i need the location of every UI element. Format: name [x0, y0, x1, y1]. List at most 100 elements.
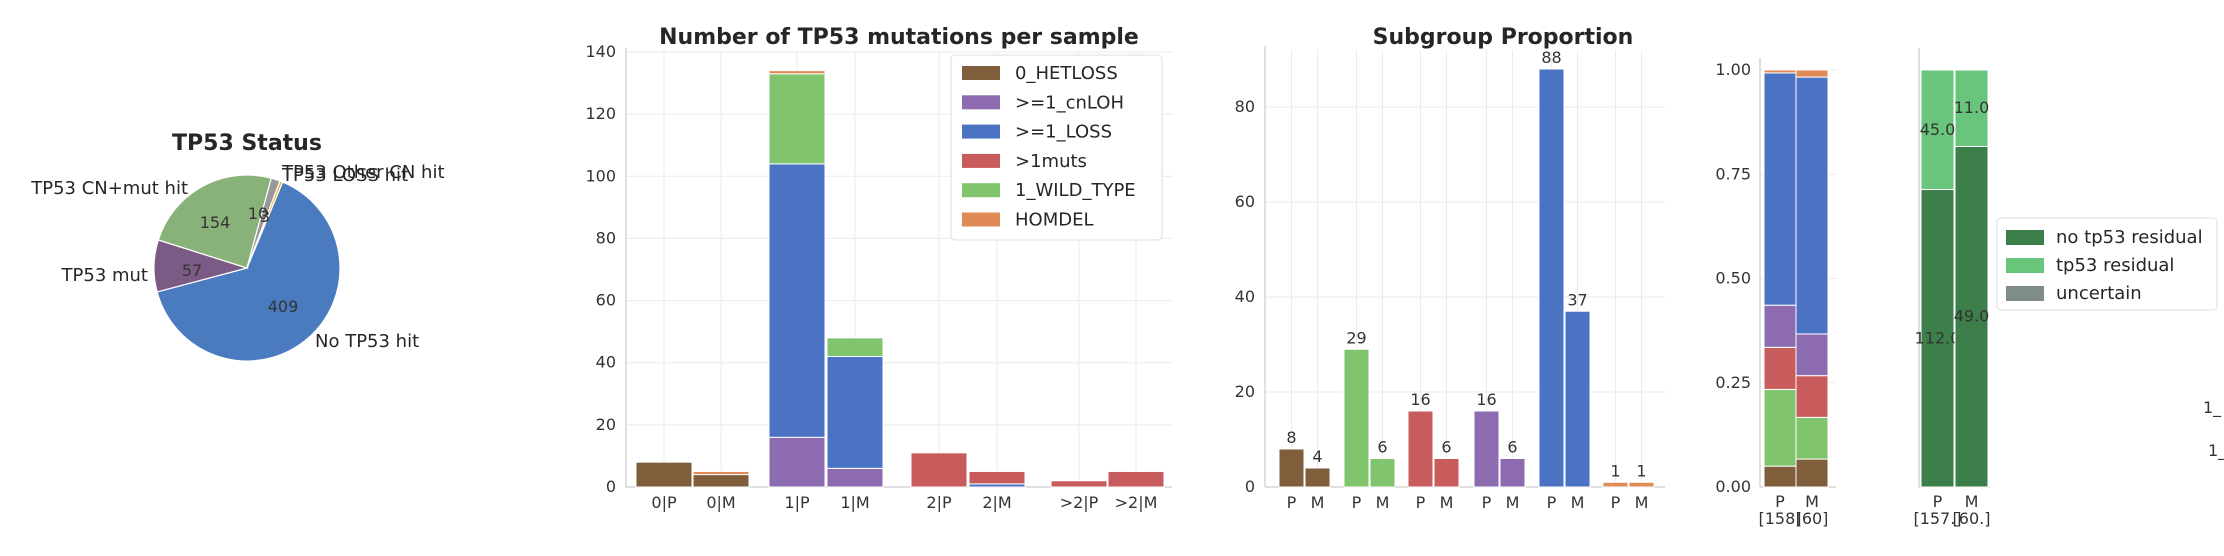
segment-value-label: 112.0: [1915, 328, 1961, 347]
pie-value-label: 409: [268, 297, 299, 316]
bar-segment: [1920, 69, 1955, 191]
pie-slice-label: TP53 Other CN hit: [281, 162, 445, 183]
x-tick-label: P: [1775, 492, 1785, 511]
bar: [1343, 348, 1370, 488]
x-tick-label: M: [1965, 492, 1979, 511]
legend-label: uncertain: [2056, 283, 2142, 304]
pie-value-label: 10: [248, 204, 268, 223]
x-tick-label: >2|P: [1060, 493, 1099, 512]
legend-box: [950, 54, 1163, 241]
y-tick-label: 20: [1235, 382, 1255, 401]
bar: [1369, 458, 1396, 488]
legend-swatch: [2006, 258, 2044, 273]
bar-value-label: 4: [1312, 447, 1322, 466]
edge-fragment-text: 1_: [2203, 398, 2222, 418]
x-subtick-label: [157.]: [1913, 509, 1961, 528]
pie-value-label: 57: [182, 261, 202, 280]
y-tick-label: 80: [596, 228, 616, 247]
x-tick-label: M: [1376, 493, 1390, 512]
bar-segment: [692, 470, 750, 476]
x-tick-label: 1|M: [840, 493, 869, 512]
x-tick-label: P: [1547, 493, 1557, 512]
bar-value-label: 6: [1507, 438, 1517, 457]
y-tick-label: 60: [1235, 192, 1255, 211]
x-subtick-label: [60.]: [1953, 509, 1991, 528]
bar-value-label: 8: [1286, 428, 1296, 447]
bar-segment: [768, 163, 826, 438]
bar-value-label: 37: [1567, 290, 1587, 309]
bar: [1304, 467, 1331, 488]
bar-segment: [1954, 145, 1989, 488]
x-tick-label: M: [1805, 492, 1819, 511]
legend-label: tp53 residual: [2056, 255, 2174, 276]
y-tick-label: 0.25: [1715, 373, 1751, 392]
bar-segment: [1795, 458, 1829, 488]
x-subtick-label: [158]: [1758, 509, 1801, 528]
legend-swatch: [962, 153, 1000, 168]
edge-fragment-text: 1_: [2208, 441, 2224, 461]
bar-value-label: 16: [1410, 390, 1430, 409]
pie-slice-label: TP53 LOSS hit: [281, 165, 408, 186]
bar-segment: [1763, 304, 1797, 348]
legend-swatch: [2006, 286, 2044, 301]
pie-value-label: 154: [200, 213, 231, 232]
x-tick-label: M: [1635, 493, 1649, 512]
bar-segment: [1763, 465, 1797, 488]
x-tick-label: P: [1416, 493, 1426, 512]
bar-segment: [1763, 346, 1797, 390]
x-tick-label: 2|M: [982, 493, 1011, 512]
x-tick-label: 0|M: [706, 493, 735, 512]
x-tick-label: P: [1611, 493, 1621, 512]
legend-label: 0_HETLOSS: [1015, 63, 1118, 84]
bar-segment: [910, 452, 968, 488]
legend-swatch: [2006, 230, 2044, 245]
bar: [1499, 458, 1526, 488]
bar-segment: [1107, 470, 1165, 488]
bar-segment: [768, 73, 826, 165]
y-tick-label: 0.50: [1715, 269, 1751, 288]
legend-swatch: [962, 95, 1000, 110]
y-tick-label: 80: [1235, 97, 1255, 116]
bar-value-label: 1: [1636, 461, 1646, 480]
legend-swatch: [962, 124, 1000, 139]
legend-swatch: [962, 66, 1000, 80]
bar: [1473, 410, 1500, 488]
bar-segment: [968, 470, 1026, 485]
y-tick-label: 0.75: [1715, 164, 1751, 183]
y-tick-label: 60: [596, 291, 616, 310]
bar-segment: [1795, 76, 1829, 335]
pie-slice-label: No TP53 hit: [315, 331, 419, 352]
y-tick-label: 0.00: [1715, 477, 1751, 496]
x-tick-label: M: [1506, 493, 1520, 512]
bar: [1407, 410, 1434, 488]
bar-segment: [1795, 69, 1829, 78]
y-tick-label: 1.00: [1715, 60, 1751, 79]
bar-value-label: 6: [1377, 438, 1387, 457]
x-tick-label: M: [1311, 493, 1325, 512]
segment-value-label: 11.0: [1954, 98, 1990, 117]
y-tick-label: 120: [585, 104, 616, 123]
y-tick-label: 100: [585, 166, 616, 185]
x-tick-label: 2|P: [926, 493, 952, 512]
legend-label: HOMDEL: [1015, 210, 1094, 231]
legend-label: >=1_LOSS: [1015, 122, 1112, 143]
bar-segment: [768, 70, 826, 75]
legend-label: >1muts: [1015, 151, 1087, 172]
bar-segment: [1954, 69, 1989, 147]
pie-slice-label: TP53 mut: [61, 265, 148, 286]
chart-title: Subgroup Proportion: [1373, 25, 1634, 50]
legend-swatch: [962, 212, 1000, 227]
pie-value-label: 3: [260, 207, 270, 226]
bar-segment: [1763, 72, 1797, 306]
bar-segment: [1795, 375, 1829, 418]
bar-segment: [1795, 416, 1829, 460]
bar-value-label: 88: [1541, 48, 1561, 67]
bar-segment: [1763, 69, 1797, 74]
y-tick-label: 0: [1245, 477, 1255, 496]
bar-segment: [1795, 333, 1829, 377]
bar-segment: [692, 474, 750, 488]
bar-segment: [826, 356, 884, 469]
x-subtick-label: [60]: [1796, 509, 1829, 528]
